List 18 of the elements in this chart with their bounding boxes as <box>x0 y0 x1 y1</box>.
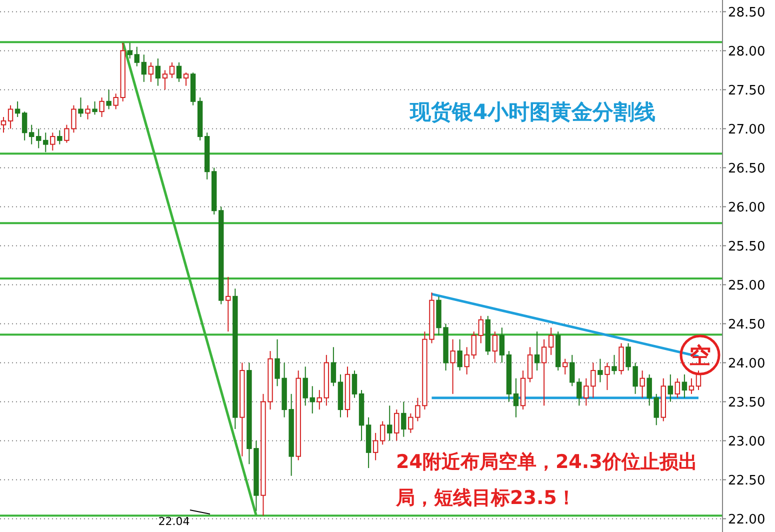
y-tick-label: 23.50 <box>728 396 766 411</box>
y-tick-label: 26.50 <box>728 162 766 177</box>
y-tick-label: 28.00 <box>728 44 766 60</box>
y-tick-label: 25.00 <box>728 278 766 294</box>
y-tick-label: 26.00 <box>728 200 766 216</box>
y-tick-label: 24.50 <box>728 318 766 333</box>
annotation: 22.04 <box>158 515 190 528</box>
y-tick-label: 27.50 <box>728 84 766 99</box>
annotation: 空 <box>689 343 711 369</box>
annotation: 24附近布局空单，24.3价位止损出局，短线目标23.5！ <box>396 450 698 511</box>
y-tick-label: 22.00 <box>728 512 766 528</box>
y-tick-label: 24.00 <box>728 356 766 372</box>
y-tick-label: 28.50 <box>728 6 766 21</box>
y-tick-label: 25.50 <box>728 240 766 255</box>
text: 现货银4小时图黄金分割线 <box>410 100 656 124</box>
y-tick-label: 22.50 <box>728 474 766 489</box>
y-tick-label: 27.00 <box>728 122 766 138</box>
y-tick-label: 23.00 <box>728 434 766 450</box>
